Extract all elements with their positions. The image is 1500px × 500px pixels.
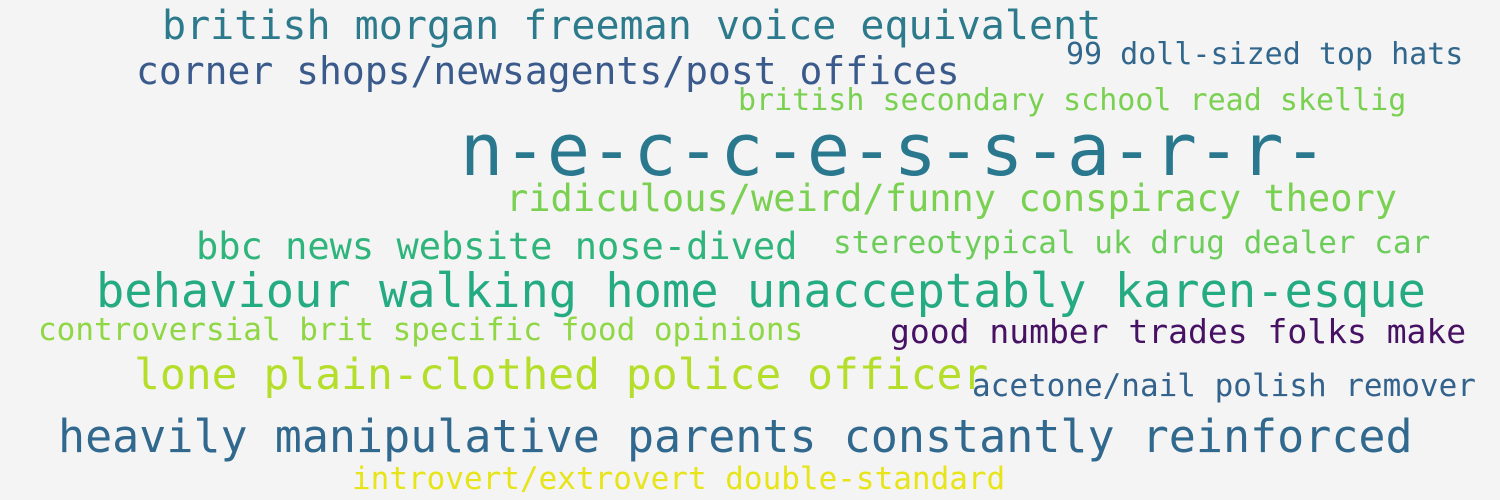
word-cloud-term: behaviour walking home unacceptably kare…	[96, 264, 1426, 319]
word-cloud-term: corner shops/newsagents/post offices	[136, 49, 960, 93]
word-cloud-term: 99 doll-sized top hats	[1066, 37, 1464, 72]
word-cloud-term: controversial brit specific food opinion…	[38, 312, 804, 348]
word-cloud-term: heavily manipulative parents constantly …	[58, 410, 1413, 463]
word-cloud-term: introvert/extrovert double-standard	[352, 461, 1006, 497]
word-cloud-term: good number trades folks make	[890, 312, 1467, 351]
word-cloud-term: ridiculous/weird/funny conspiracy theory	[506, 177, 1398, 220]
word-cloud-term: bbc news website nose-dived	[196, 225, 798, 268]
word-cloud-term: british secondary school read skellig	[738, 83, 1407, 118]
word-cloud-term: stereotypical uk drug dealer car	[833, 225, 1431, 261]
word-cloud-term: lone plain-clothed police officer	[134, 350, 989, 400]
word-cloud-term: acetone/nail polish remover	[972, 368, 1476, 404]
word-cloud-term: british morgan freeman voice equivalent	[162, 3, 1102, 49]
word-cloud-term: n-e-c-c-e-s-s-a-r-r-	[460, 108, 1327, 192]
